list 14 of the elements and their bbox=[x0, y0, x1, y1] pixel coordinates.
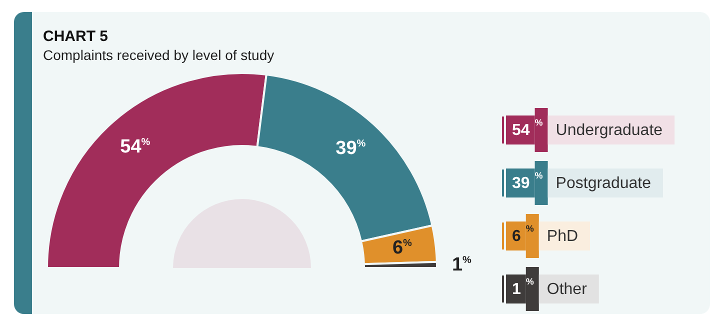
legend-label: Undergraduate bbox=[556, 122, 663, 139]
data-label: 54% bbox=[120, 136, 150, 158]
text: 6% bbox=[512, 224, 534, 245]
text: 1% bbox=[512, 276, 534, 298]
legend-label: Postgraduate bbox=[556, 175, 652, 192]
legend-label: Other bbox=[546, 281, 588, 298]
chart-subtitle: Complaints received by level of study bbox=[43, 47, 274, 63]
text: 39% bbox=[512, 170, 543, 192]
data-label: 39% bbox=[336, 138, 366, 160]
data-label: 1% bbox=[452, 254, 472, 276]
text: 54% bbox=[512, 118, 543, 139]
data-label: 6% bbox=[392, 237, 412, 258]
chart-title: CHART 5 bbox=[43, 28, 108, 45]
legend-label: PhD bbox=[546, 228, 578, 245]
